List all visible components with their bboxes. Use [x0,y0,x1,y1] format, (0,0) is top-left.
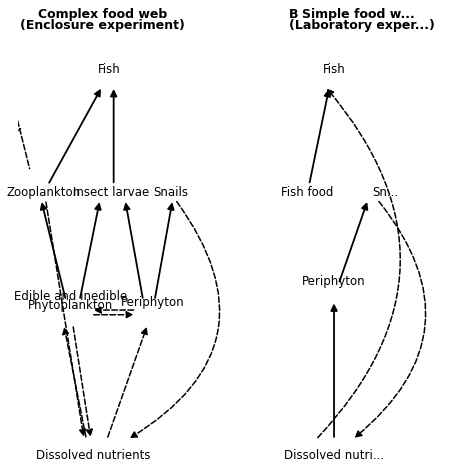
Text: Simple food w...: Simple food w... [302,9,415,21]
Text: Fish: Fish [98,63,120,76]
Text: Fish: Fish [323,63,346,76]
Text: Complex food web: Complex food web [37,9,167,21]
Text: Snails: Snails [153,186,188,199]
Text: Periphyton: Periphyton [120,296,184,309]
Text: (Laboratory exper...): (Laboratory exper...) [289,19,435,32]
Text: Sn...: Sn... [373,186,399,199]
Text: Dissolved nutri...: Dissolved nutri... [284,449,384,462]
Text: Insect larvae: Insect larvae [73,186,149,199]
Text: Zooplankton: Zooplankton [6,186,80,199]
Text: Fish food: Fish food [281,186,333,199]
Text: Phytoplankton: Phytoplankton [28,300,113,312]
Text: (Enclosure experiment): (Enclosure experiment) [20,19,185,32]
Text: Periphyton: Periphyton [302,275,366,288]
Text: Dissolved nutrients: Dissolved nutrients [36,449,150,462]
Text: B: B [289,9,298,21]
Text: Edible and inedible: Edible and inedible [14,290,127,303]
